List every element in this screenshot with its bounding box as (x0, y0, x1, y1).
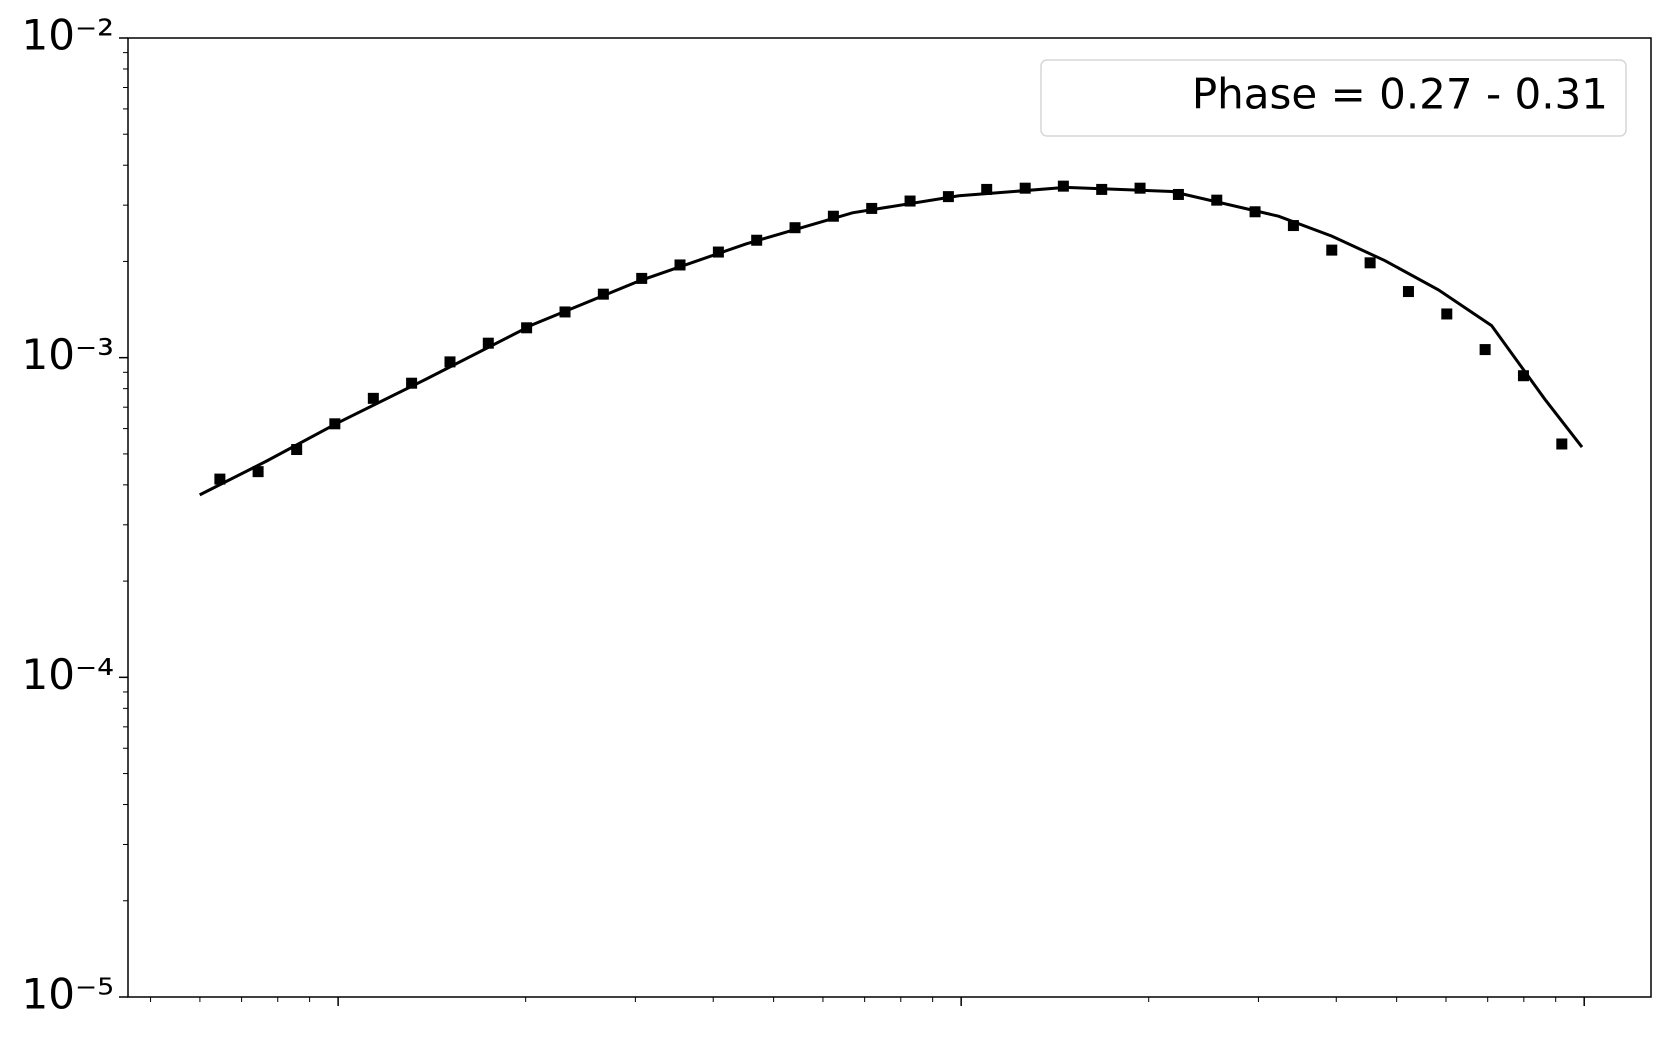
data-point (1517, 370, 1529, 382)
data-point (1326, 244, 1338, 256)
data-point (1441, 308, 1453, 320)
data-point (1134, 182, 1146, 194)
data-point (1479, 344, 1491, 356)
y-tick-label: 10⁻⁵ (22, 970, 114, 1019)
data-point (1556, 438, 1568, 450)
data-point (1019, 182, 1031, 194)
data-point (981, 183, 993, 195)
data-point (827, 210, 839, 222)
y-tick-label: 10⁻³ (22, 330, 114, 379)
data-point (674, 259, 686, 271)
model-line (199, 185, 1584, 497)
data-point (1364, 257, 1376, 269)
data-point (904, 195, 916, 207)
plot-frame (127, 37, 1652, 998)
legend-box (1040, 59, 1627, 137)
data-point (367, 392, 379, 404)
data-point (1211, 194, 1223, 206)
y-tick-label: 10⁻² (22, 11, 114, 60)
data-point (636, 272, 648, 284)
plot: 10⁻⁵ 10⁻⁴ 10⁻³ 10⁻² (22, 11, 1652, 1019)
data-point (252, 466, 264, 478)
data-point (1287, 220, 1299, 232)
data-point (789, 222, 801, 234)
legend-text: Phase = 0.27 - 0.31 (1192, 70, 1608, 119)
data-point (444, 356, 456, 368)
data-point (406, 377, 418, 389)
data-point (482, 337, 494, 349)
y-tick-label: 10⁻⁴ (22, 650, 114, 699)
data-point (1402, 286, 1414, 298)
data-point (291, 444, 303, 456)
data-point (214, 473, 226, 485)
